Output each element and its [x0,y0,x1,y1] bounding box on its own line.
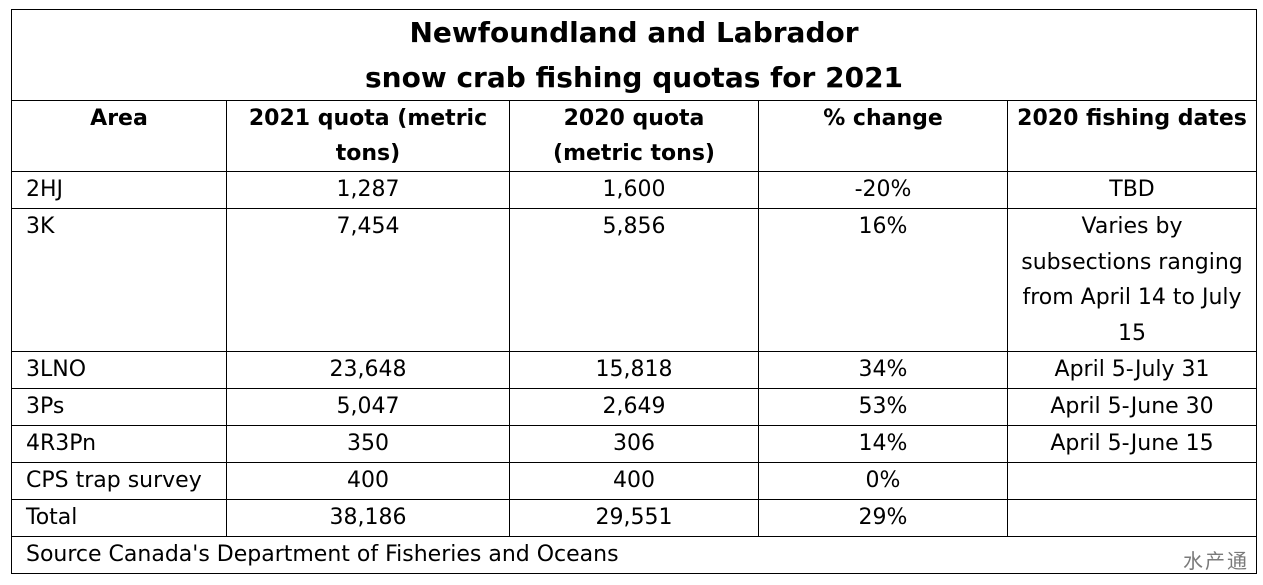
quota-2020-cell: 400 [509,462,759,500]
dates-cell: April 5-June 30 [1006,388,1258,426]
title-line-1: Newfoundland and Labrador [409,16,859,49]
quota-2020-cell: 2,649 [509,388,759,426]
change-cell: 0% [758,462,1008,500]
title-line-2: snow crab fishing quotas for 2021 [365,61,904,94]
change-cell: 29% [758,499,1008,537]
total-row: Total 38,186 29,551 29% [11,499,1258,537]
change-cell: -20% [758,171,1008,209]
quota-2020-cell: 15,818 [509,351,759,389]
header-row: Area 2021 quota (metric tons) 2020 quota… [11,100,1258,172]
column-header-quota-2021: 2021 quota (metric tons) [226,100,510,172]
column-header-dates: 2020 fishing dates [1006,100,1258,172]
table-row: 3K 7,454 5,856 16% Varies by subsections… [11,208,1258,352]
quota-2020-cell: 1,600 [509,171,759,209]
source-note: Source Canada's Department of Fisheries … [10,536,1258,574]
area-cell: 3K [11,208,227,352]
quota-2021-cell: 400 [226,462,510,500]
dates-cell [1006,462,1258,500]
column-header-area: Area [11,100,227,172]
area-cell: 3LNO [11,351,227,389]
quota-2020-cell: 306 [509,425,759,463]
table-title: Newfoundland and Labrador snow crab fish… [10,9,1258,101]
quota-2021-cell: 350 [226,425,510,463]
quota-2021-cell: 38,186 [226,499,510,537]
quota-2020-cell: 29,551 [509,499,759,537]
table-row: 3LNO 23,648 15,818 34% April 5-July 31 [11,351,1258,389]
dates-cell: April 5-July 31 [1006,351,1258,389]
column-header-change: % change [758,100,1008,172]
area-cell: 3Ps [11,388,227,426]
table-row: CPS trap survey 400 400 0% [11,462,1258,500]
dates-cell: April 5-June 15 [1006,425,1258,463]
quota-2021-cell: 7,454 [226,208,510,352]
area-cell: 2HJ [11,171,227,209]
quota-table: Newfoundland and Labrador snow crab fish… [10,9,1258,574]
dates-cell: TBD [1006,171,1258,209]
quota-2021-cell: 23,648 [226,351,510,389]
area-cell: CPS trap survey [11,462,227,500]
area-cell: 4R3Pn [11,425,227,463]
area-cell: Total [11,499,227,537]
quota-2021-cell: 5,047 [226,388,510,426]
table-row: 2HJ 1,287 1,600 -20% TBD [11,171,1258,209]
watermark-logo: 水产通 [1183,549,1249,573]
dates-text: Varies by subsections ranging from April… [1021,214,1243,346]
source-row: Source Canada's Department of Fisheries … [10,536,1258,574]
change-cell: 16% [758,208,1008,352]
dates-cell [1006,499,1258,537]
dates-cell: Varies by subsections ranging from April… [1006,208,1258,352]
title-row: Newfoundland and Labrador snow crab fish… [10,9,1258,101]
table-row: 4R3Pn 350 306 14% April 5-June 15 [11,425,1258,463]
quota-2020-cell: 5,856 [509,208,759,352]
column-header-quota-2020: 2020 quota (metric tons) [509,100,759,172]
change-cell: 34% [758,351,1008,389]
table-row: 3Ps 5,047 2,649 53% April 5-June 30 [11,388,1258,426]
change-cell: 53% [758,388,1008,426]
quota-2021-cell: 1,287 [226,171,510,209]
change-cell: 14% [758,425,1008,463]
